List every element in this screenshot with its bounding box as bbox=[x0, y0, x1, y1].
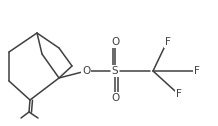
Text: F: F bbox=[194, 66, 200, 76]
Text: O: O bbox=[111, 93, 119, 103]
Text: O: O bbox=[82, 66, 90, 76]
Text: O: O bbox=[111, 37, 119, 47]
Text: F: F bbox=[165, 37, 171, 47]
Text: S: S bbox=[112, 66, 118, 76]
Text: F: F bbox=[176, 89, 182, 99]
